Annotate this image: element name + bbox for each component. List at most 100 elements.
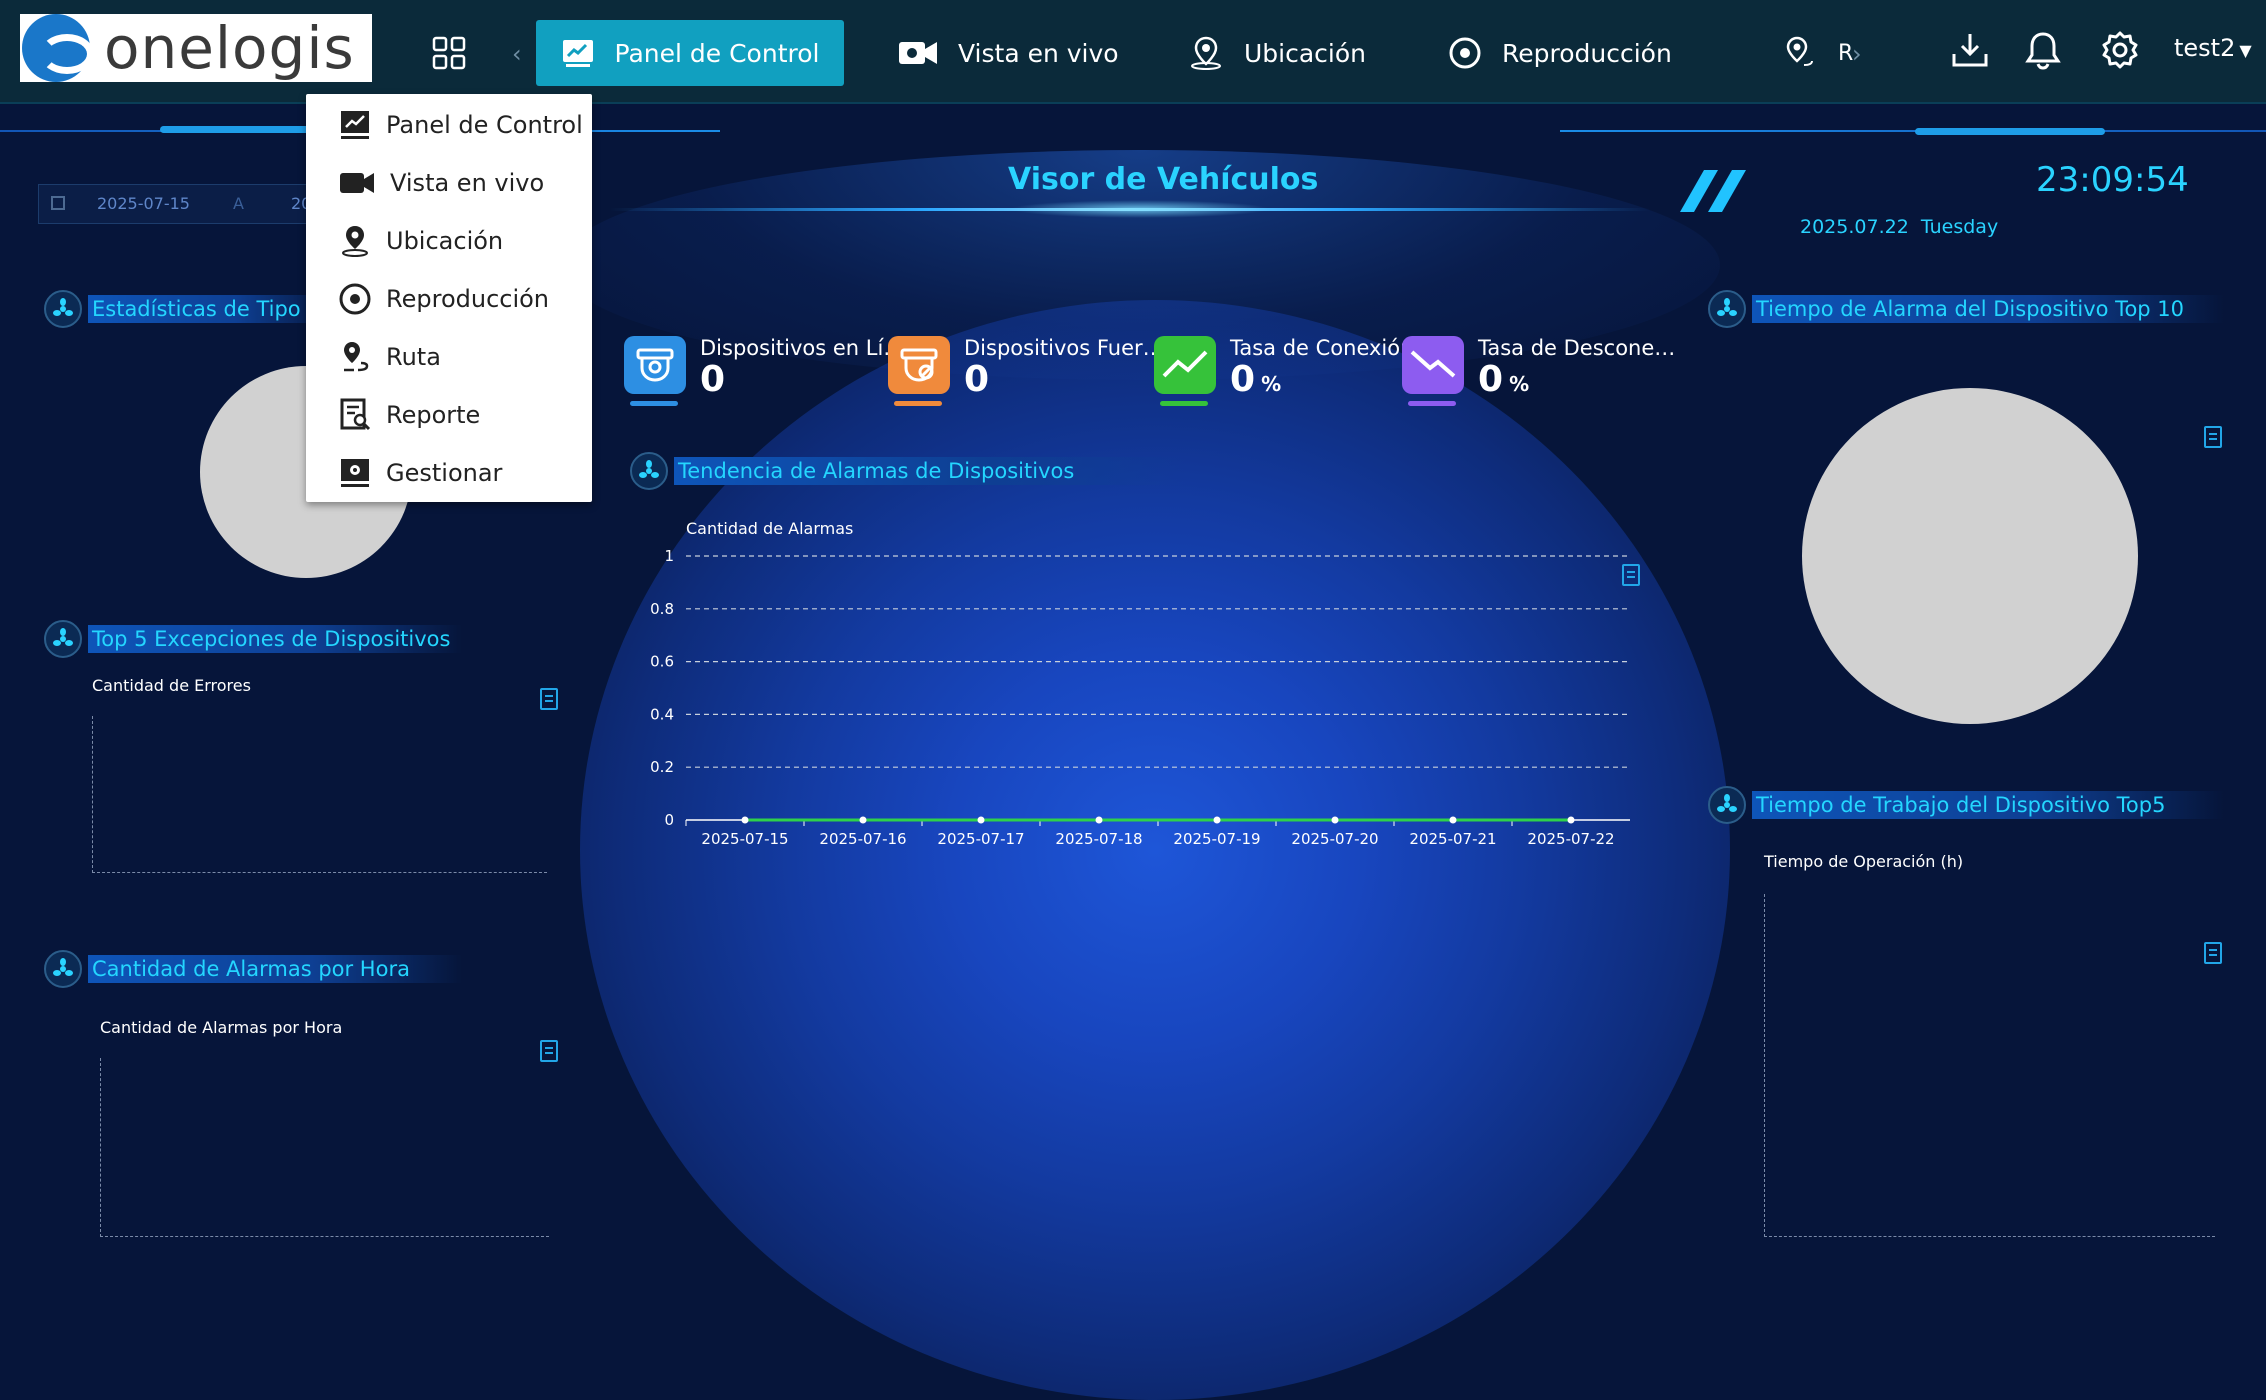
- logo: onelogis: [20, 14, 372, 82]
- menu-item-reporte[interactable]: Reporte: [338, 398, 480, 432]
- user-menu[interactable]: test2 ▼: [2174, 34, 2252, 62]
- stat-unit: %: [1261, 372, 1282, 396]
- fan-icon: [44, 950, 82, 988]
- export-doc-icon[interactable]: [540, 1040, 558, 1062]
- download-icon[interactable]: [1950, 30, 1990, 74]
- export-doc-icon[interactable]: [540, 688, 558, 710]
- background-top-arc: [560, 150, 1720, 380]
- clock-date: 2025.07.22 Tuesday: [1800, 216, 1999, 238]
- panel-title-excepciones: Top 5 Excepciones de Dispositivos: [44, 620, 462, 658]
- panel-title-text: Tiempo de Trabajo del Dispositivo Top5: [1752, 791, 2224, 819]
- nav-scroll-right-icon[interactable]: ›: [1852, 40, 1862, 68]
- errors-chart-area: [92, 716, 547, 873]
- date-from[interactable]: 2025-07-15: [97, 194, 190, 213]
- x-tick-label: 2025-07-21: [1409, 830, 1496, 848]
- bell-icon[interactable]: [2024, 30, 2062, 74]
- header-center-glow: [1010, 200, 1270, 218]
- nav-reproduccion[interactable]: Reproducción: [1448, 20, 1672, 86]
- playback-icon: [1449, 37, 1481, 69]
- stat-label: Dispositivos Fuer…: [964, 336, 1164, 360]
- y-tick-label: 0.8: [650, 600, 674, 618]
- fan-icon: [44, 290, 82, 328]
- stat-label: Tasa de Descone…: [1478, 336, 1676, 360]
- x-tick-label: 2025-07-22: [1527, 830, 1614, 848]
- header-line-right: [1560, 130, 2266, 132]
- operation-time-axis-label: Tiempo de Operación (h): [1764, 852, 1964, 871]
- fan-icon: [1708, 290, 1746, 328]
- panel-title-tendencia: Tendencia de Alarmas de Dispositivos: [630, 452, 1186, 490]
- panel-title-text: Tiempo de Alarma del Dispositivo Top 10: [1752, 295, 2224, 323]
- export-doc-icon[interactable]: [1622, 564, 1640, 586]
- header-stripes-icon: [1660, 168, 1760, 218]
- fan-icon: [44, 620, 82, 658]
- date-separator: A: [233, 194, 244, 213]
- playback-icon: [339, 283, 371, 315]
- x-tick-label: 2025-07-18: [1055, 830, 1142, 848]
- hourly-axis-label: Cantidad de Alarmas por Hora: [100, 1018, 343, 1037]
- y-axis-label: Cantidad de Alarmas: [686, 519, 853, 538]
- alarm-time-pie: [1802, 388, 2138, 724]
- panel-title-text: Top 5 Excepciones de Dispositivos: [88, 625, 462, 653]
- data-point: [1567, 816, 1575, 824]
- location-pin-icon: [342, 226, 368, 257]
- calendar-icon: [51, 196, 65, 210]
- nav-vista-en-vivo[interactable]: Vista en vivo: [898, 20, 1119, 86]
- export-doc-icon[interactable]: [2204, 942, 2222, 964]
- data-point: [1449, 816, 1457, 824]
- data-point: [977, 816, 985, 824]
- menu-item-gestionar[interactable]: Gestionar: [338, 456, 502, 490]
- x-tick-label: 2025-07-15: [701, 830, 788, 848]
- apps-dropdown-menu: Panel de Control Vista en vivo Ubicación…: [306, 94, 592, 502]
- date-range-picker[interactable]: 2025-07-15 A 20: [38, 184, 320, 224]
- nav-panel-de-control[interactable]: Panel de Control: [536, 20, 844, 86]
- apps-grid-icon[interactable]: [432, 36, 468, 76]
- errors-axis-label: Cantidad de Errores: [92, 676, 251, 695]
- camera-offline-icon: [888, 336, 950, 406]
- panel-title-trabajo-top5: Tiempo de Trabajo del Dispositivo Top5: [1708, 786, 2224, 824]
- nav-ubicacion[interactable]: Ubicación: [1188, 20, 1366, 86]
- data-point: [1331, 816, 1339, 824]
- stat-online-devices: Dispositivos en Lí… 0: [624, 336, 905, 406]
- stat-label: Tasa de Conexión: [1230, 336, 1414, 360]
- data-point: [1213, 816, 1221, 824]
- page-title: Visor de Vehículos: [1008, 162, 1319, 197]
- y-tick-label: 0: [664, 811, 674, 829]
- logo-mark-icon: [22, 14, 94, 82]
- stat-label: Dispositivos en Lí…: [700, 336, 905, 360]
- username: test2: [2174, 34, 2236, 62]
- panel-title-text: Cantidad de Alarmas por Hora: [88, 955, 462, 983]
- location-pin-icon: [1191, 36, 1221, 70]
- panel-title-text: Estadísticas de Tipo de: [88, 295, 336, 323]
- operation-time-chart-area: [1764, 894, 2215, 1237]
- panel-title-alarmas-hora: Cantidad de Alarmas por Hora: [44, 950, 462, 988]
- data-point: [1095, 816, 1103, 824]
- fan-icon: [1708, 786, 1746, 824]
- nav-scroll-left-icon[interactable]: ‹: [512, 40, 522, 68]
- manage-icon: [341, 459, 369, 487]
- x-tick-label: 2025-07-19: [1173, 830, 1260, 848]
- trend-up-icon: [1154, 336, 1216, 406]
- stat-value: 0: [1478, 359, 1504, 400]
- menu-item-ruta[interactable]: Ruta: [338, 340, 441, 374]
- stat-value: 0: [700, 359, 726, 400]
- menu-item-ubicacion[interactable]: Ubicación: [338, 224, 503, 258]
- stat-connection-rate: Tasa de Conexión 0%: [1154, 336, 1414, 406]
- gear-icon[interactable]: [2100, 30, 2140, 74]
- route-icon: [1786, 36, 1813, 66]
- fan-icon: [630, 452, 668, 490]
- data-point: [859, 816, 867, 824]
- clock-time: 23:09:54: [2036, 160, 2189, 200]
- y-tick-label: 0.2: [650, 758, 674, 776]
- stat-unit: %: [1509, 372, 1530, 396]
- data-point: [741, 816, 749, 824]
- menu-item-vista-en-vivo[interactable]: Vista en vivo: [338, 166, 544, 200]
- export-doc-icon[interactable]: [2204, 426, 2222, 448]
- dashboard-icon: [341, 111, 369, 139]
- menu-item-reproduccion[interactable]: Reproducción: [338, 282, 549, 316]
- stat-disconnection-rate: Tasa de Descone… 0%: [1402, 336, 1676, 406]
- menu-item-panel-de-control[interactable]: Panel de Control: [338, 108, 583, 142]
- stat-value: 0: [964, 359, 990, 400]
- y-tick-label: 0.6: [650, 653, 674, 671]
- nav-ruta-partial[interactable]: R: [1782, 20, 1853, 86]
- top-navigation-bar: [0, 0, 2266, 104]
